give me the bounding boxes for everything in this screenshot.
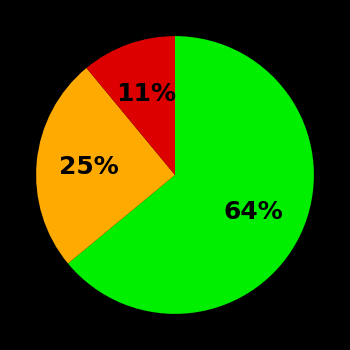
Text: 64%: 64% xyxy=(223,199,283,224)
Wedge shape xyxy=(86,36,175,175)
Text: 25%: 25% xyxy=(60,155,119,179)
Wedge shape xyxy=(68,36,314,314)
Text: 11%: 11% xyxy=(116,82,176,106)
Wedge shape xyxy=(36,68,175,264)
